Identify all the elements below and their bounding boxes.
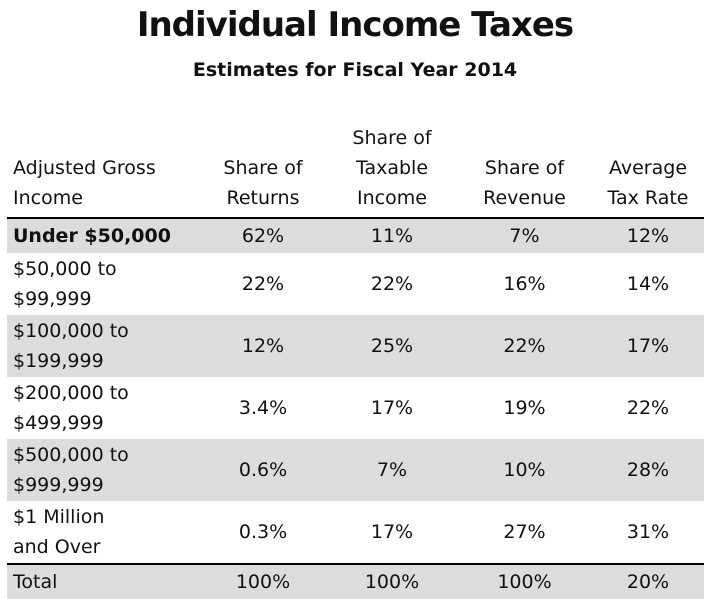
table-row: Under $50,000 62% 11% 7% 12%	[7, 218, 704, 253]
cell-text-line: and Over	[13, 536, 101, 558]
average-tax-rate-cell: 12%	[592, 218, 704, 253]
cell-text-line: $199,999	[13, 350, 104, 372]
share-of-taxable-income-cell: 22%	[370, 273, 414, 295]
share-of-revenue-cell: 100%	[457, 563, 592, 599]
label-cell: $500,000 to $999,999	[7, 439, 199, 501]
table-row: $50,000 to $99,999 22% 22% 16% 14%	[7, 253, 704, 315]
cell-text-line: $999,999	[13, 474, 104, 496]
average-tax-rate-cell: 17%	[592, 315, 704, 377]
header-average-tax-rate: Average Tax Rate	[592, 117, 704, 219]
cell-text-line: Under $50,000	[13, 225, 171, 247]
share-of-revenue-cell: 7%	[457, 218, 592, 253]
share-of-revenue-cell: 27%	[503, 521, 546, 543]
cell-text-line: Share of	[352, 127, 432, 149]
cell-text-line: $99,999	[13, 288, 92, 310]
average-tax-rate-cell: 28%	[592, 439, 704, 501]
share-of-taxable-income-cell: 7%	[327, 439, 457, 501]
table-header: Adjusted Gross Income Share of Returns Share…	[7, 117, 704, 219]
total-row: Total 100% 100% 100% 20%	[7, 563, 704, 599]
label-cell: $1 Million and Over	[7, 501, 199, 564]
header-share-of-returns: Share of Returns	[199, 117, 327, 219]
cell-text-line: $1 Million	[13, 506, 105, 528]
cell-text-line: Share of	[484, 157, 565, 179]
table-row: $100,000 to $199,999 12% 25% 22% 17%	[7, 315, 704, 377]
cell-text-line: $50,000 to	[13, 258, 117, 280]
share-of-returns-cell: 62%	[199, 218, 327, 253]
label-cell: Under $50,000	[7, 218, 199, 253]
share-of-revenue-cell: 16%	[503, 273, 546, 295]
label-cell: $50,000 to $99,999	[7, 253, 199, 315]
cell-text-line: Share of	[223, 157, 303, 179]
share-of-returns-cell: 12%	[199, 315, 327, 377]
header-adjusted-gross-income: Adjusted Gross Income	[7, 117, 199, 219]
label-cell: $100,000 to $199,999	[7, 315, 199, 377]
share-of-taxable-income-cell: 25%	[327, 315, 457, 377]
share-of-revenue-cell: 19%	[503, 397, 546, 419]
average-tax-rate-cell: 14%	[626, 273, 670, 295]
average-tax-rate-cell: 31%	[626, 521, 670, 543]
page-subtitle: Estimates for Fiscal Year 2014	[192, 59, 518, 81]
table-row: $200,000 to $499,999 3.4% 17% 19% 22%	[7, 377, 704, 439]
share-of-returns-cell: 3.4%	[238, 397, 288, 419]
share-of-returns-cell: 100%	[199, 563, 327, 599]
cell-text-line: Average	[608, 157, 688, 179]
cell-text-line: Returns	[226, 187, 300, 209]
cell-text-line: Adjusted Gross	[13, 157, 156, 179]
label-cell: Total	[7, 563, 199, 599]
average-tax-rate-cell: 22%	[626, 397, 670, 419]
table-row: $500,000 to $999,999 0.6% 7% 10% 28%	[7, 439, 704, 501]
cell-text-line: Tax Rate	[607, 187, 689, 209]
cell-text-line: $100,000 to	[13, 320, 129, 342]
page-title: Individual Income Taxes	[136, 5, 574, 45]
share-of-taxable-income-cell: 17%	[370, 521, 414, 543]
share-of-returns-cell: 0.6%	[199, 439, 327, 501]
cell-text-line: Income	[357, 187, 427, 209]
share-of-taxable-income-cell: 17%	[370, 397, 414, 419]
label-cell: $200,000 to $499,999	[7, 377, 199, 439]
cell-text-line: Income	[13, 187, 83, 209]
share-of-taxable-income-cell: 100%	[327, 563, 457, 599]
cell-text-line: $200,000 to	[13, 382, 129, 404]
table-row: $1 Million and Over 0.3% 17% 27% 31%	[7, 501, 704, 564]
table-body: Under $50,000 62% 11% 7% 12% $50,000 to $99,99…	[7, 218, 704, 599]
cell-text-line: $500,000 to	[13, 444, 129, 466]
header-row: Adjusted Gross Income Share of Returns Share…	[7, 117, 704, 219]
average-tax-rate-cell: 20%	[592, 563, 704, 599]
income-tax-table: Adjusted Gross Income Share of Returns Share…	[7, 117, 704, 599]
cell-text-line: $499,999	[13, 412, 104, 434]
cell-text-line: Total	[13, 571, 58, 593]
header-share-of-revenue: Share of Revenue	[457, 117, 592, 219]
cell-text-line: Revenue	[483, 187, 566, 209]
share-of-returns-cell: 22%	[241, 273, 285, 295]
share-of-revenue-cell: 22%	[457, 315, 592, 377]
share-of-taxable-income-cell: 11%	[327, 218, 457, 253]
share-of-revenue-cell: 10%	[457, 439, 592, 501]
header-share-of-taxable-income: Share of Taxable Income	[327, 117, 457, 219]
cell-text-line: Taxable	[355, 157, 429, 179]
share-of-returns-cell: 0.3%	[238, 521, 288, 543]
